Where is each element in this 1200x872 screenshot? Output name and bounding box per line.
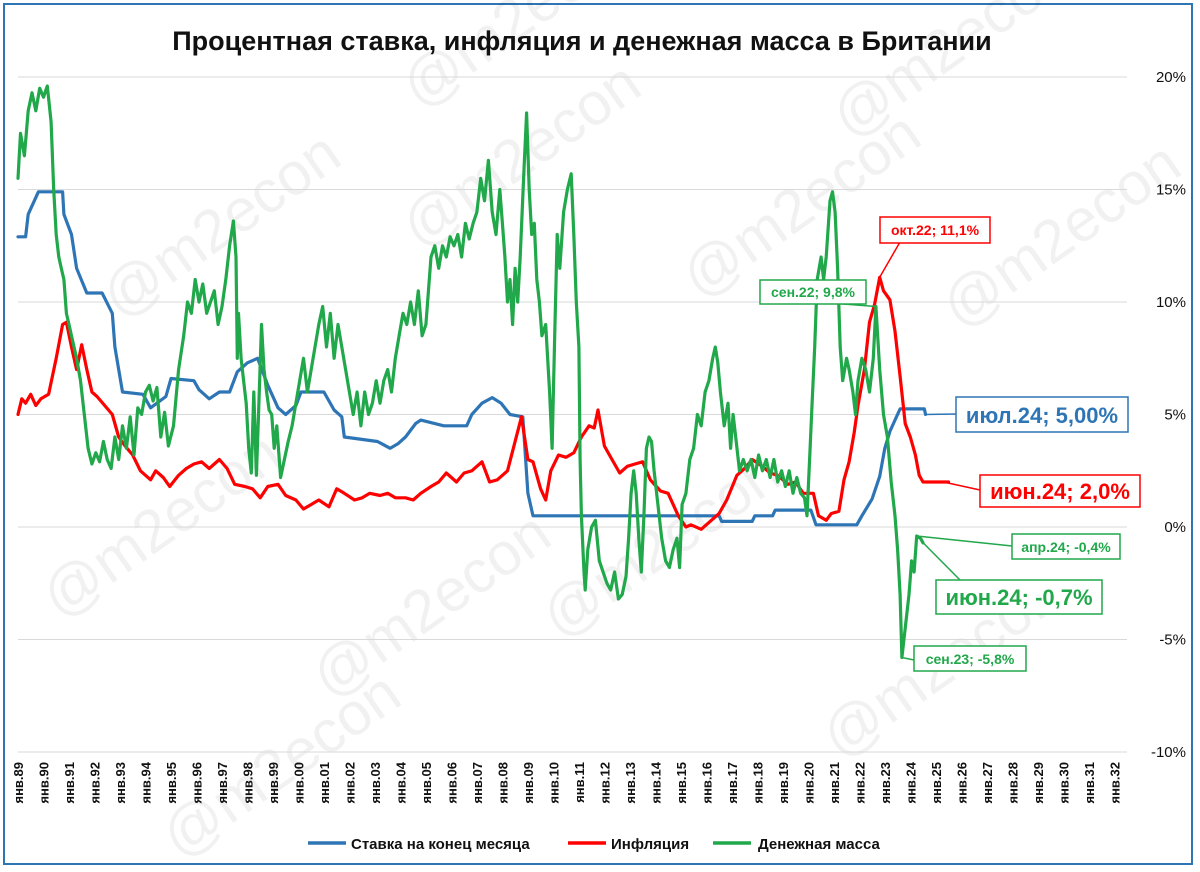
callout-leader — [943, 481, 981, 491]
x-tick-label: янв.02 — [342, 762, 357, 804]
callout-label: июл.24; 5,00% — [966, 403, 1118, 428]
series-lines — [16, 84, 951, 660]
series-line-rate — [16, 190, 928, 527]
chart-frame — [3, 3, 1193, 865]
callout-box — [879, 216, 991, 244]
callout-box — [759, 279, 867, 305]
x-tick-label: янв.24 — [903, 761, 918, 803]
x-tick-label: янв.15 — [674, 762, 689, 804]
x-tick-label: янв.20 — [801, 762, 816, 804]
legend-label-rate: Ставка на конец месяца — [351, 836, 530, 853]
x-tick-label: янв.13 — [623, 762, 638, 804]
y-tick-label: 15% — [1156, 182, 1186, 199]
x-tick-label: янв.09 — [521, 762, 536, 804]
x-tick-label: янв.05 — [419, 762, 434, 804]
x-tick-label: янв.89 — [11, 762, 26, 804]
x-tick-label: янв.10 — [546, 762, 561, 804]
y-tick-label: 20% — [1156, 69, 1186, 86]
x-tick-label: янв.98 — [240, 762, 255, 804]
x-axis: янв.89 янв.90 янв.91 янв.92 янв.93 янв.94 янв.… — [11, 761, 1122, 803]
watermark-text: @m2econ — [299, 498, 562, 710]
legend-label-money: Денежная масса — [758, 836, 880, 853]
series-line-money — [16, 84, 925, 660]
callout-label: июн.24; -0,7% — [945, 585, 1092, 610]
y-tick-label: 10% — [1156, 294, 1186, 311]
callout-label: окт.22; 11,1% — [891, 222, 980, 238]
x-tick-label: янв.12 — [597, 762, 612, 804]
y-tick-label: 0% — [1164, 519, 1186, 536]
x-tick-label: янв.21 — [827, 762, 842, 804]
callout-box — [979, 474, 1141, 508]
x-tick-label: янв.03 — [368, 762, 383, 804]
y-tick-label: -10% — [1151, 744, 1186, 761]
y-axis: 20% 15% 10% 5% 0% -5% -10% — [1151, 69, 1186, 761]
x-tick-label: янв.32 — [1107, 762, 1122, 804]
watermarks: @m2econ @m2econ@m2econ@m2econ@m2econ @m2ec… — [29, 0, 1192, 871]
watermark-text: @m2econ — [819, 0, 1082, 151]
x-tick-label: янв.99 — [266, 762, 281, 804]
x-tick-label: янв.23 — [878, 762, 893, 804]
series-line-inflation — [16, 275, 951, 531]
x-tick-label: янв.92 — [87, 762, 102, 804]
x-tick-label: янв.17 — [725, 762, 740, 804]
chart-title: Процентная ставка, инфляция и денежная м… — [172, 26, 992, 56]
x-tick-label: янв.19 — [776, 762, 791, 804]
x-tick-label: янв.00 — [291, 762, 306, 804]
annotations: окт.22; 11,1% сен.22; 9,8% июл.24; 5,00% ию… — [759, 216, 1141, 672]
legend: Ставка на конец месяца Инфляция Денежная м… — [308, 836, 880, 853]
callout-label: сен.22; 9,8% — [771, 284, 856, 300]
x-tick-label: янв.01 — [317, 762, 332, 804]
x-tick-label: янв.18 — [750, 762, 765, 804]
x-tick-label: янв.90 — [36, 762, 51, 804]
y-tick-label: 5% — [1164, 407, 1186, 424]
y-tick-label: -5% — [1159, 632, 1186, 649]
x-tick-label: янв.04 — [393, 761, 408, 803]
callout-box — [955, 396, 1129, 433]
x-tick-label: янв.94 — [138, 761, 153, 803]
x-tick-label: янв.29 — [1031, 762, 1046, 804]
callout-box — [935, 579, 1103, 615]
x-tick-label: янв.07 — [470, 762, 485, 804]
callout-label: апр.24; -0,4% — [1021, 539, 1111, 555]
callout-leader — [924, 413, 957, 416]
watermark-text: @m2econ — [669, 98, 932, 310]
x-tick-label: янв.16 — [699, 762, 714, 804]
callout-leader — [922, 542, 961, 581]
callout-leader — [916, 535, 1013, 547]
callout-leader — [901, 656, 915, 661]
callout-leader — [879, 241, 901, 278]
x-tick-label: янв.95 — [164, 762, 179, 804]
x-tick-label: янв.96 — [189, 762, 204, 804]
x-tick-label: янв.28 — [1005, 762, 1020, 804]
callout-box — [913, 645, 1027, 672]
x-tick-label: янв.31 — [1082, 762, 1097, 804]
x-tick-label: янв.11 — [572, 762, 587, 803]
callout-label: сен.23; -5,8% — [926, 651, 1015, 667]
x-tick-label: янв.27 — [980, 762, 995, 804]
x-tick-label: янв.93 — [113, 762, 128, 804]
x-tick-label: янв.08 — [495, 762, 510, 804]
x-tick-label: янв.22 — [852, 762, 867, 804]
x-tick-label: янв.97 — [215, 762, 230, 804]
x-tick-label: янв.91 — [62, 762, 77, 804]
x-tick-label: янв.26 — [954, 762, 969, 804]
x-tick-label: янв.06 — [444, 762, 459, 804]
watermark-text: @m2econ — [89, 118, 352, 330]
callout-label: июн.24; 2,0% — [990, 479, 1130, 504]
legend-label-inflation: Инфляция — [611, 836, 689, 853]
callout-box — [1011, 533, 1121, 560]
x-tick-label: янв.30 — [1056, 762, 1071, 804]
x-tick-label: янв.14 — [648, 761, 663, 803]
x-tick-label: янв.25 — [929, 762, 944, 804]
